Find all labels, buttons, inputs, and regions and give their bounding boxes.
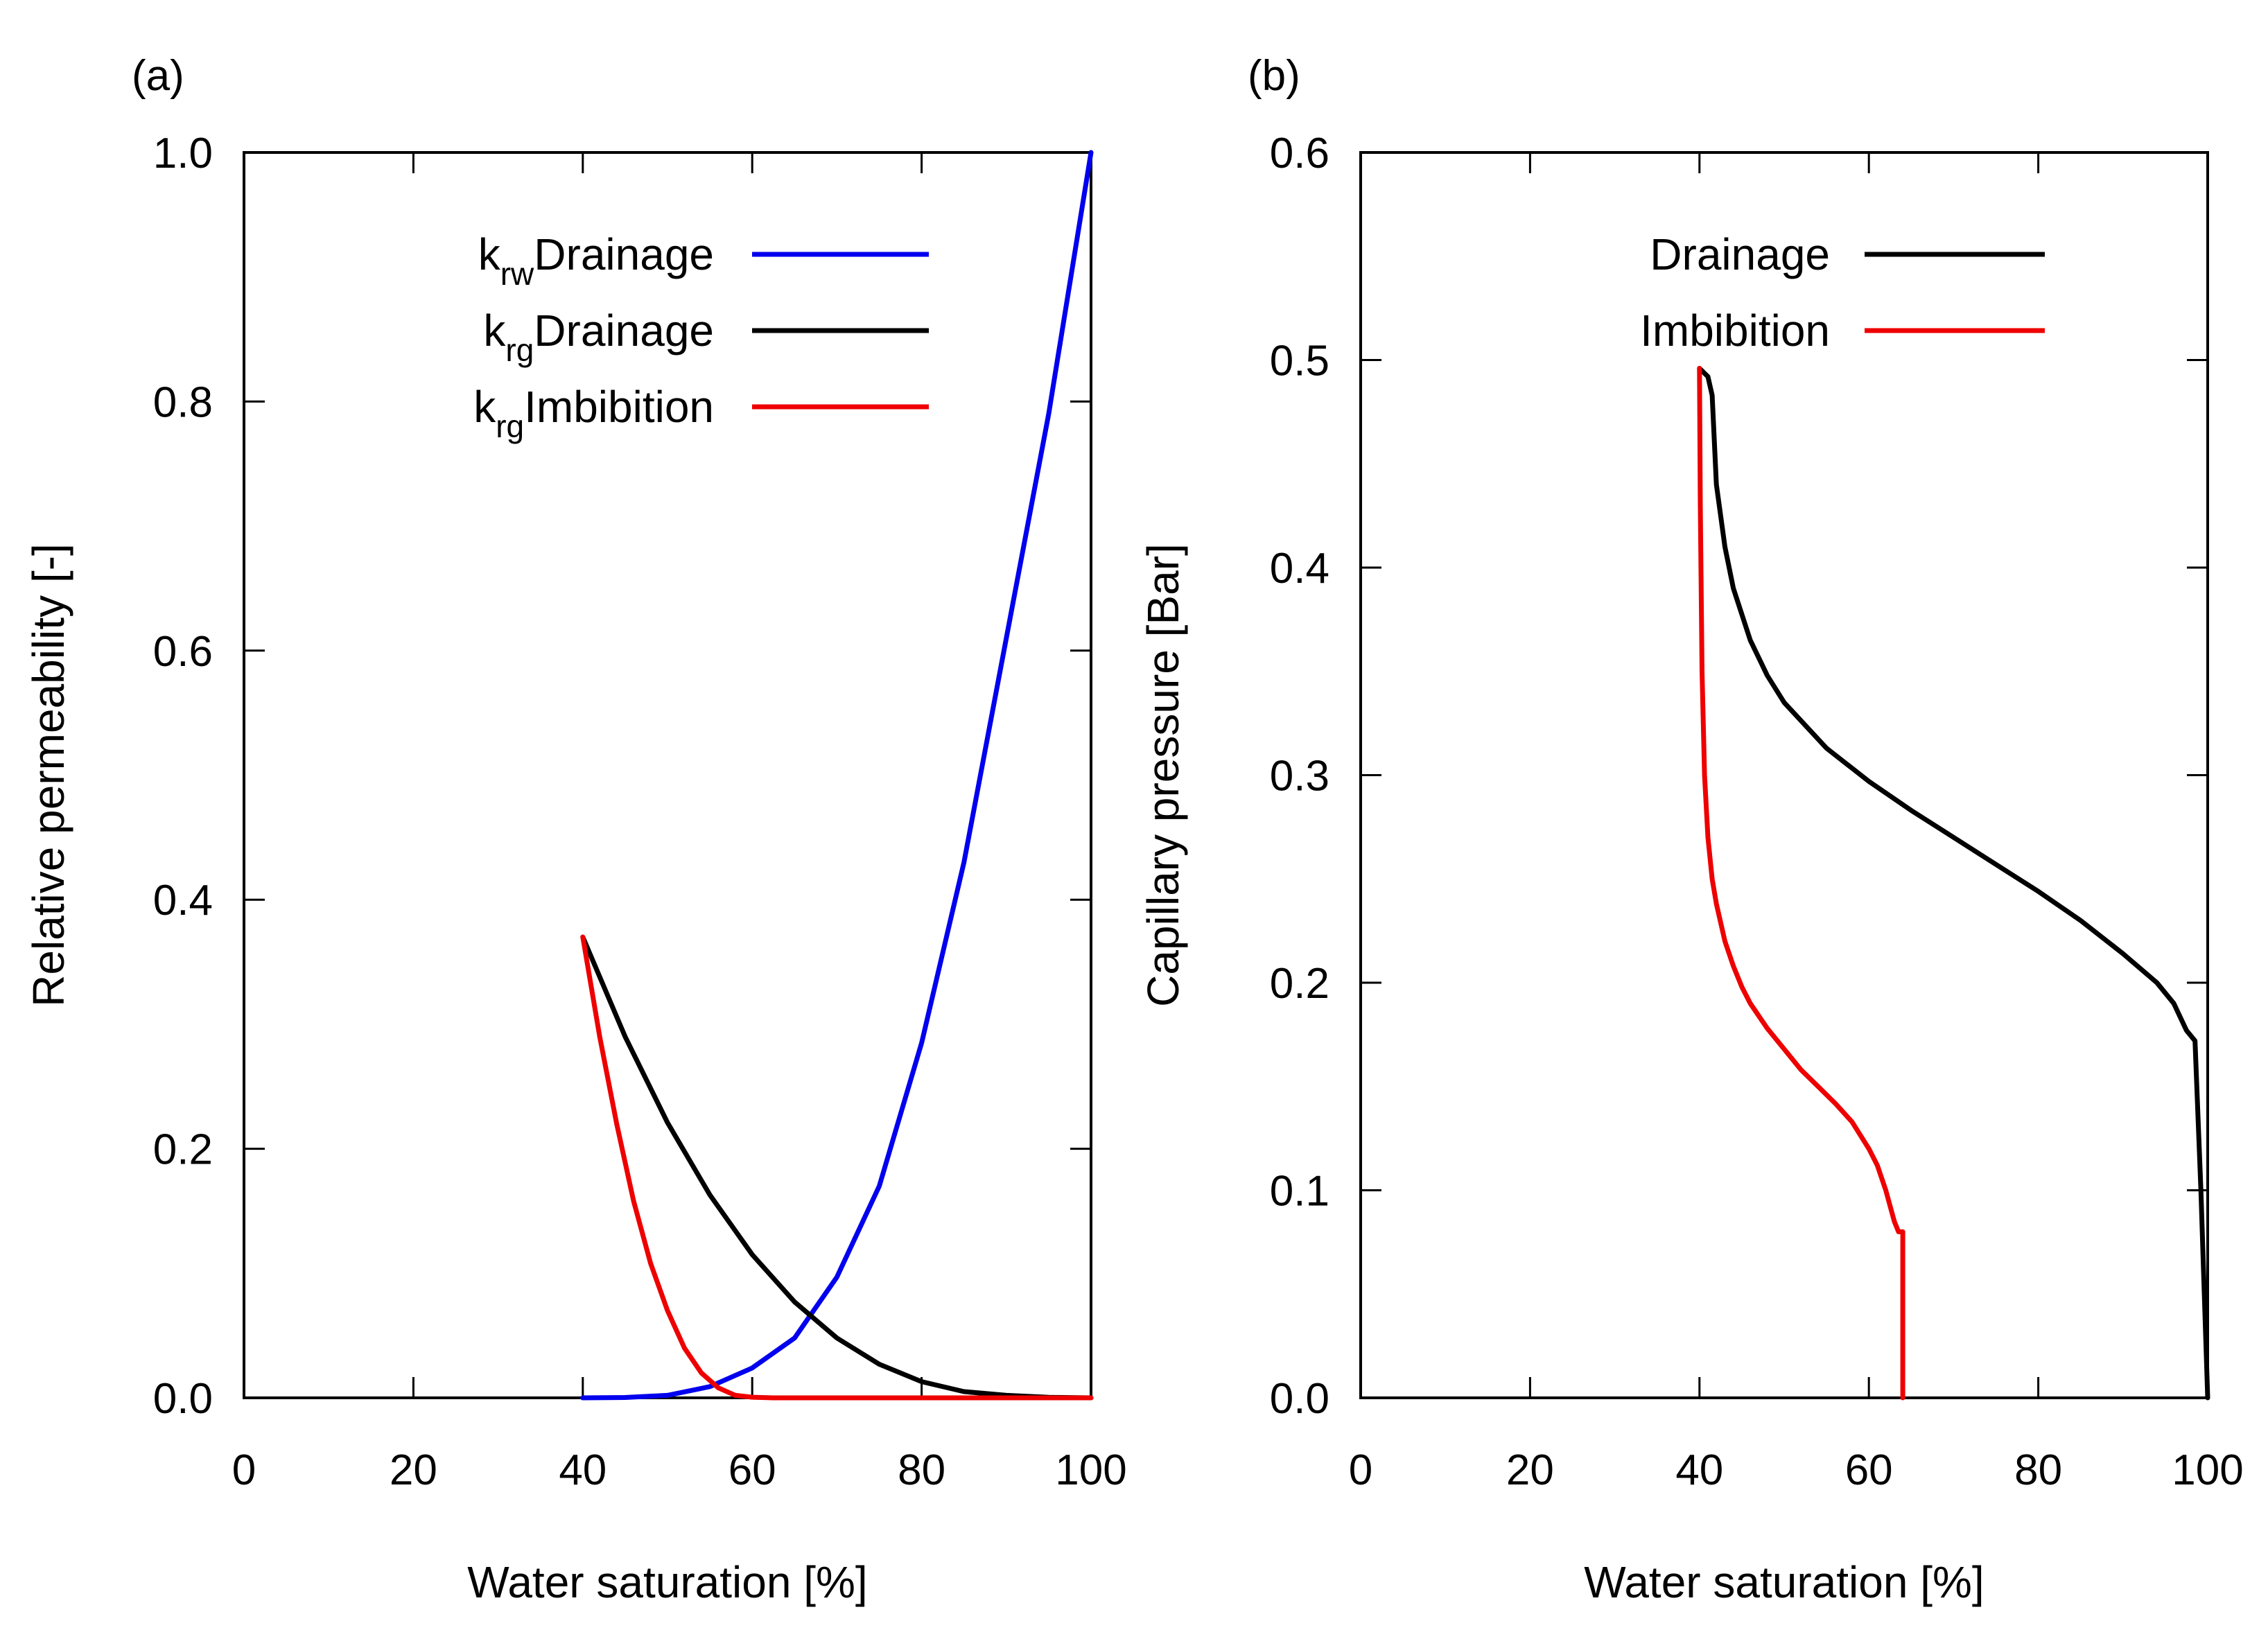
legend-label: Imbibition [1640,306,1830,356]
panel-label: (b) [1248,52,1300,100]
x-tick-label: 40 [1675,1446,1723,1494]
x-tick-label: 60 [1845,1446,1893,1494]
x-tick-label: 20 [390,1446,437,1494]
x-tick-label: 0 [232,1446,256,1494]
x-tick-label: 60 [729,1446,776,1494]
panel-b: (b) 0 20 40 60 80 100 0.0 0.1 0.2 0.3 0.4 0.5 0.6 Wate… [1138,52,2244,1607]
legend-label: Drainage [1650,229,1830,279]
panel-a: (a) 0 20 40 60 80 100 0.0 0.2 0.4 0.6 0.8 1.0 Water s… [24,52,1127,1607]
x-tick-label: 20 [1506,1446,1554,1494]
y-tick-label: 0.4 [153,877,213,924]
y-tick-label: 0.0 [1270,1375,1329,1423]
y-tick-label: 0.4 [1270,545,1329,593]
plot-frame [243,151,1092,1399]
panel-label: (a) [132,52,184,100]
y-tick-label: 0.3 [1270,753,1329,800]
series-line-drainage [1697,366,2210,1401]
legend-label: krgImbibition [473,382,714,444]
y-tick-label: 0.6 [1270,130,1329,177]
y-tick-label: 0.2 [1270,960,1329,1008]
y-tick-label: 0.5 [1270,338,1329,385]
y-axis-title: Relative permeability [-] [24,543,73,1007]
legend-label: krwDrainage [478,229,714,292]
series-line-k-rw-drainage [580,150,1094,1401]
x-axis-title: Water saturation [%] [1584,1557,1984,1607]
y-tick-label: 0.8 [153,378,213,426]
x-tick-label: 100 [1055,1446,1126,1494]
x-tick-label: 80 [2014,1446,2062,1494]
y-tick-label: 0.6 [153,628,213,676]
y-tick-label: 0.0 [153,1375,213,1423]
x-tick-label: 100 [2172,1446,2243,1494]
series-line-imbibition [1697,366,1905,1401]
x-tick-label: 40 [559,1446,607,1494]
y-tick-label: 1.0 [153,130,213,177]
y-tick-label: 0.2 [153,1126,213,1174]
x-tick-label: 80 [898,1446,945,1494]
x-axis-title: Water saturation [%] [467,1557,867,1607]
x-tick-label: 0 [1349,1446,1372,1494]
series-line-k-rg-imbibition [580,934,1094,1401]
legend-label: krgDrainage [483,306,714,368]
y-axis-title: Capillary pressure [Bar] [1138,543,1188,1007]
series-line-k-rg-drainage [580,934,1094,1401]
y-tick-label: 0.1 [1270,1168,1329,1216]
